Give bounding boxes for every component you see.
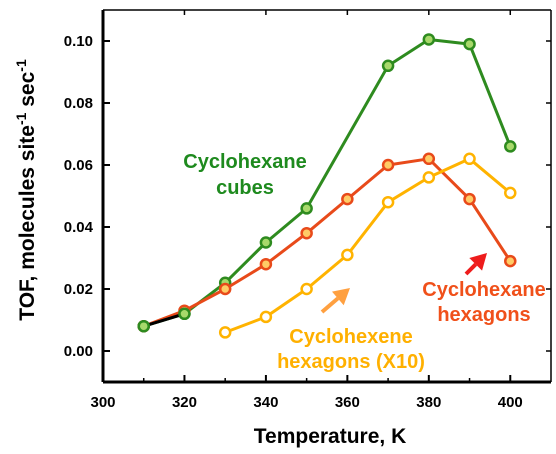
data-point bbox=[300, 202, 313, 215]
y-tick-label: 0.00 bbox=[64, 343, 93, 360]
data-point bbox=[178, 307, 191, 321]
y-tick-label: 0.10 bbox=[64, 33, 93, 50]
red-arrow-icon bbox=[464, 253, 487, 276]
y-tick-label: 0.08 bbox=[64, 95, 93, 112]
y-tick-label: 0.04 bbox=[64, 219, 94, 236]
annotation-cyclohexene-hexagons-x10: Cyclohexene hexagons (X10) bbox=[277, 326, 425, 373]
data-point bbox=[259, 310, 273, 324]
series-cyclohexene-hexagons-x10 bbox=[218, 152, 517, 339]
x-axis-label: Temperature, K bbox=[254, 425, 407, 448]
arrow-shaft bbox=[464, 262, 478, 276]
start-line bbox=[143, 312, 185, 328]
data-point bbox=[463, 37, 476, 51]
annotation-cyclohexane-cubes: Cyclohexane cubes bbox=[183, 151, 306, 199]
data-point bbox=[504, 140, 517, 153]
data-point bbox=[341, 192, 354, 206]
y-tick-label: 0.02 bbox=[64, 281, 93, 298]
y-axis-label: TOF, molecules site-1 sec-1 bbox=[13, 59, 39, 321]
plot-axes: 300 320 340 360 380 400 0.00 0.02 0.04 0.06 0.08 0.… bbox=[64, 9, 552, 411]
orange-arrow-icon bbox=[320, 288, 350, 314]
data-point bbox=[381, 195, 395, 209]
data-point bbox=[218, 326, 232, 339]
x-tick-label: 380 bbox=[416, 394, 441, 411]
data-point bbox=[381, 158, 395, 172]
data-point bbox=[504, 186, 517, 200]
data-point bbox=[463, 152, 476, 166]
data-point bbox=[504, 254, 517, 268]
series-line bbox=[143, 157, 512, 328]
data-point bbox=[259, 257, 273, 271]
data-point bbox=[300, 226, 313, 240]
data-point bbox=[422, 152, 436, 166]
data-point bbox=[463, 192, 476, 206]
data-point bbox=[218, 282, 232, 296]
x-tick-label: 400 bbox=[498, 394, 523, 411]
arrow-head bbox=[469, 253, 487, 271]
arrow-head bbox=[331, 288, 350, 306]
data-point bbox=[137, 319, 150, 333]
series-start-segment bbox=[137, 307, 191, 333]
data-point bbox=[422, 171, 436, 184]
annotation-cyclohexane-hexagons: Cyclohexane hexagons bbox=[422, 279, 545, 326]
x-tick-label: 340 bbox=[253, 394, 278, 411]
x-tick-label: 320 bbox=[172, 394, 197, 411]
series-line bbox=[224, 157, 512, 334]
data-point bbox=[259, 236, 273, 249]
data-point bbox=[422, 33, 436, 46]
data-point bbox=[381, 59, 395, 73]
x-tick-label: 360 bbox=[335, 394, 360, 411]
data-point bbox=[341, 248, 354, 262]
arrow-shaft bbox=[320, 296, 340, 314]
x-tick-label: 300 bbox=[90, 394, 115, 411]
series-layer bbox=[137, 33, 517, 339]
y-tick-label: 0.06 bbox=[64, 157, 93, 174]
data-point bbox=[300, 282, 313, 296]
annotation-layer: Cyclohexane cubes Cyclohexane hexagonsCyclo… bbox=[183, 151, 545, 373]
